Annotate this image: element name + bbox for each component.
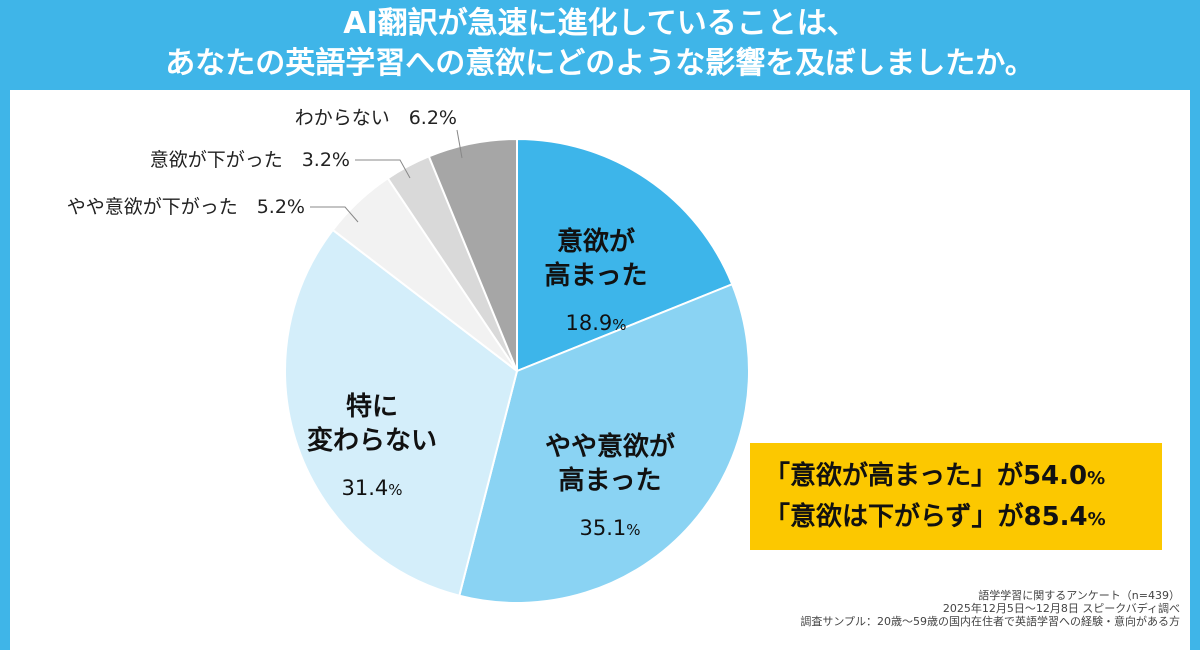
slice-label: 意欲が	[557, 226, 635, 257]
slice-label: 高まった	[559, 465, 662, 496]
pie-slice-0	[516, 137, 734, 373]
outer-label: 意欲が下がった 3.2%	[150, 149, 350, 171]
leader-line	[310, 206, 359, 223]
pie-slice-5	[427, 137, 518, 372]
slice-label: 変わらない	[307, 425, 437, 456]
pie-chart: 意欲が高まった18.9%やや意欲が高まった35.1%特に変わらない31.4%やや…	[67, 107, 750, 604]
chart-title: AI翻訳が急速に進化していることは、 あなたの英語学習への意欲にどのような影響を…	[165, 6, 1035, 81]
slice-label: 特に	[346, 391, 398, 422]
pie-slice-2	[284, 228, 519, 597]
outer-label: わからない 6.2%	[295, 107, 457, 129]
leader-line	[456, 129, 463, 159]
slice-label: 高まった	[545, 260, 648, 291]
highlight-box: 「意欲が高まった」が54.0% 「意欲は下がらず」が85.4%	[750, 443, 1162, 550]
leader-line	[355, 159, 411, 179]
pie-slice-1	[458, 282, 750, 604]
slice-label: やや意欲が	[545, 431, 675, 462]
outer-label: やや意欲が下がった 5.2%	[67, 196, 305, 218]
survey-footnote: 語学学習に関するアンケート（n=439） 2025年12月5日〜12月8日 スピ…	[800, 589, 1180, 628]
